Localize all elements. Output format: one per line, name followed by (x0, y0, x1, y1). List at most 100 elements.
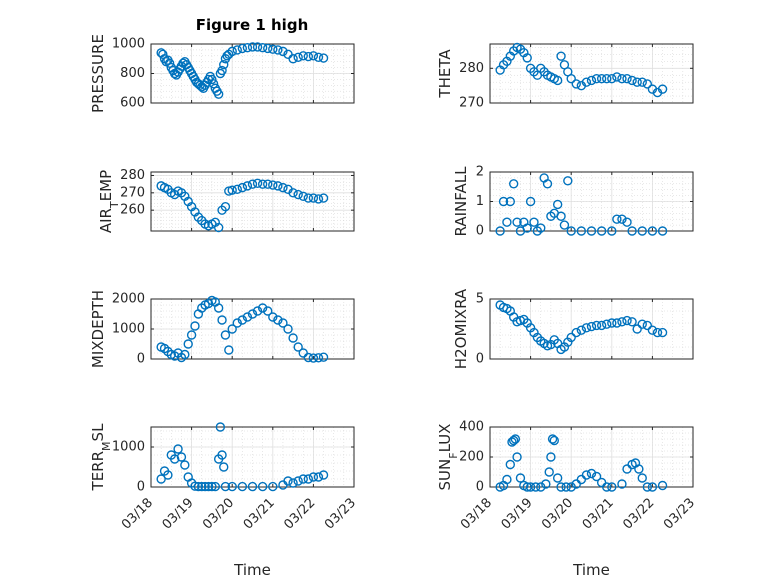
data-point (657, 226, 668, 236)
data-point (303, 474, 314, 484)
data-point (237, 481, 248, 492)
y-tick-label: 0 (476, 352, 484, 367)
data-point (622, 74, 632, 84)
data-point (257, 42, 268, 53)
plot-border (150, 171, 355, 232)
y-tick-label: 200 (459, 450, 484, 465)
data-point (263, 306, 273, 316)
data-point (498, 196, 509, 207)
data-point (252, 42, 263, 52)
data-point (627, 226, 637, 236)
data-point (298, 51, 308, 61)
data-point (308, 353, 319, 363)
data-point (617, 214, 627, 224)
data-point (607, 226, 617, 236)
data-point (217, 450, 227, 460)
y-axis-label: H2OMIXRA (452, 288, 470, 369)
data-point (273, 315, 283, 325)
data-point (288, 54, 298, 64)
data-point (247, 481, 258, 492)
data-point (303, 352, 314, 363)
data-point (510, 434, 521, 444)
x-tick-label: 03/23 (322, 495, 359, 532)
y-tick-label: 270 (459, 96, 484, 111)
data-point (552, 473, 563, 483)
data-point (637, 319, 647, 329)
data-point (563, 176, 573, 186)
data-point (586, 226, 597, 236)
data-point (571, 327, 581, 338)
data-point (313, 472, 324, 482)
data-point (190, 321, 200, 331)
data-point (308, 472, 319, 482)
data-point (193, 481, 204, 492)
data-point (622, 217, 632, 227)
x-tick-label: 03/20 (539, 495, 576, 532)
x-tick-label: 03/21 (241, 495, 278, 532)
x-tick-label: 03/23 (661, 495, 698, 532)
data-point (220, 330, 231, 340)
data-point (298, 191, 308, 201)
data-point (622, 315, 632, 326)
data-point (176, 452, 187, 462)
data-point (559, 220, 570, 230)
data-point (263, 43, 273, 54)
data-point (180, 349, 190, 360)
data-point (215, 422, 226, 432)
y-tick-label: 280 (120, 168, 145, 183)
data-point (581, 470, 592, 480)
data-point (278, 46, 288, 57)
data-point (566, 332, 576, 343)
data-point (647, 325, 658, 335)
data-point (556, 211, 566, 221)
data-point (293, 342, 303, 352)
data-point (607, 74, 617, 84)
y-tick-label: 1 (476, 194, 484, 209)
data-point (232, 184, 242, 195)
data-point (203, 481, 214, 492)
data-point (541, 479, 551, 489)
y-tick-label: 270 (120, 185, 145, 200)
y-tick-label: 0 (476, 480, 484, 495)
data-point (288, 188, 298, 198)
x-tick-label: 03/22 (620, 495, 657, 532)
data-point (208, 79, 219, 89)
data-point (586, 75, 597, 86)
data-point (522, 223, 532, 233)
data-point (591, 74, 602, 84)
data-point (224, 345, 234, 355)
data-point (596, 74, 607, 84)
data-point (586, 321, 597, 332)
y-tick-label: 5 (476, 292, 484, 307)
y-tick-label: 1000 (112, 37, 145, 52)
data-point (617, 74, 627, 84)
data-point (227, 481, 237, 492)
x-tick-label: 03/22 (281, 495, 318, 532)
data-point (183, 339, 193, 349)
data-point (232, 318, 242, 328)
data-point (268, 44, 278, 54)
data-point (318, 352, 329, 362)
data-point (173, 444, 183, 454)
data-point (268, 312, 278, 322)
data-point (657, 84, 668, 94)
data-point (647, 482, 658, 492)
plot-border (489, 43, 694, 104)
data-point (529, 217, 539, 227)
plot-border (150, 43, 355, 104)
data-point (313, 52, 324, 62)
data-point (257, 179, 268, 189)
data-point (308, 51, 319, 61)
data-point (180, 460, 190, 470)
data-point (607, 318, 617, 328)
plot-border (489, 426, 694, 488)
data-point (257, 481, 268, 492)
data-point (627, 317, 637, 327)
data-point (536, 223, 546, 233)
y-tick-label: 800 (120, 66, 145, 81)
data-point (164, 58, 175, 68)
data-point (634, 464, 644, 474)
data-point (544, 467, 554, 477)
x-axis-label: Time (233, 561, 271, 579)
